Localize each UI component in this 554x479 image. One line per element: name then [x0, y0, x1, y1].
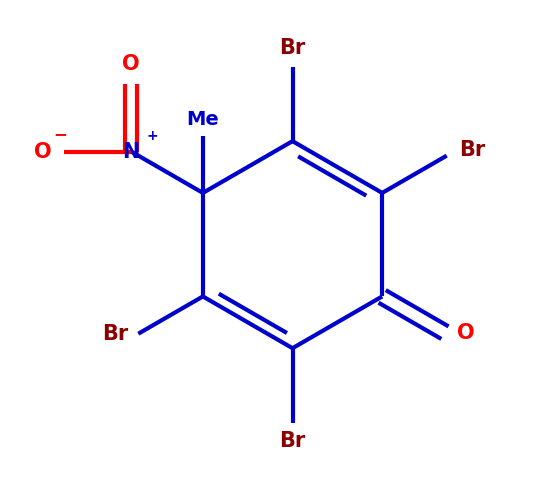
- Text: −: −: [53, 125, 66, 143]
- Text: Br: Br: [279, 431, 306, 451]
- Text: +: +: [146, 129, 158, 143]
- Text: Br: Br: [459, 140, 485, 160]
- Text: Me: Me: [187, 110, 219, 129]
- Text: Br: Br: [279, 38, 306, 58]
- Text: N: N: [122, 141, 140, 161]
- Text: Br: Br: [102, 324, 128, 344]
- Text: O: O: [122, 54, 140, 74]
- Text: O: O: [34, 141, 52, 161]
- Text: O: O: [458, 323, 475, 342]
